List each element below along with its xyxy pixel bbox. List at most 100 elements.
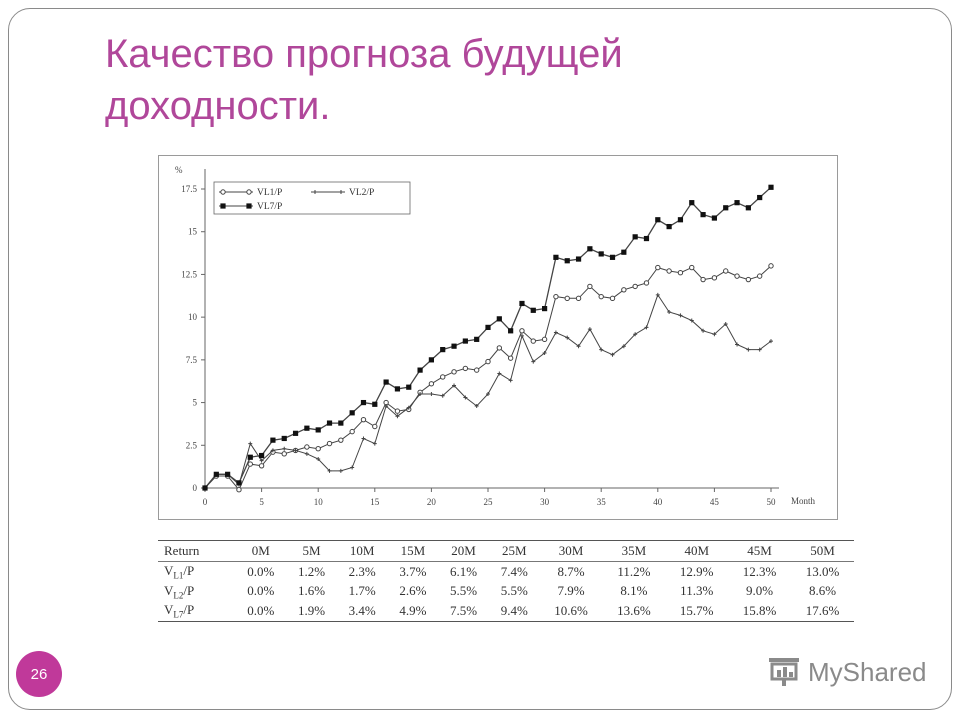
data-point — [315, 427, 321, 433]
data-point — [530, 307, 536, 313]
table-cell: 15.8% — [728, 601, 792, 622]
data-point — [756, 273, 763, 279]
row-label: VL1/P — [158, 562, 235, 582]
y-tick-label: 17.5 — [181, 184, 197, 194]
data-point — [394, 386, 401, 392]
data-point — [372, 441, 377, 446]
data-point — [666, 223, 672, 230]
table-cell: 11.3% — [680, 583, 714, 599]
slide-title: Качество прогноза будущей доходности. — [105, 32, 623, 128]
data-point — [768, 263, 774, 269]
table-header-cell: 50M — [791, 540, 854, 562]
table-cell: 6.1% — [450, 563, 478, 579]
data-point — [281, 451, 287, 457]
data-point — [338, 437, 344, 443]
data-point — [395, 414, 400, 419]
data-point — [428, 357, 434, 363]
table-cell: 8.7% — [557, 563, 585, 579]
data-point — [485, 324, 491, 330]
row-label-suffix: /P — [183, 602, 195, 618]
row-label-subscript: L1 — [173, 570, 184, 581]
x-tick-label: 50 — [767, 497, 777, 507]
table-header-cell: 10M — [336, 540, 388, 562]
data-point — [316, 456, 321, 461]
data-point — [542, 306, 548, 312]
data-point — [338, 420, 344, 426]
data-point — [587, 283, 593, 290]
data-point — [451, 369, 457, 375]
table-row: VL7/P 0.0% 1.9% 3.4% 4.9% 7.5% 9.4% 10.6% 13.6% 1… — [158, 601, 854, 622]
data-point — [723, 321, 728, 326]
data-point — [248, 441, 253, 446]
data-point — [746, 347, 751, 352]
x-tick-label: 25 — [484, 497, 494, 507]
data-point — [360, 399, 367, 406]
data-point — [610, 352, 615, 357]
data-point — [440, 393, 445, 398]
data-point — [575, 295, 582, 302]
table-body: VL1/P 0.0% 1.2% 2.3% 3.7% 6.1% 7.4% 8.7% 11.2% 12… — [158, 562, 854, 622]
series-line — [204, 186, 772, 489]
data-point — [259, 452, 265, 459]
data-point — [565, 335, 570, 340]
row-label: VL2/P — [158, 582, 235, 602]
data-point — [678, 313, 683, 318]
data-point — [655, 264, 661, 271]
data-point — [497, 371, 502, 376]
data-point — [711, 215, 717, 221]
legend-label: VL1/P — [257, 188, 282, 198]
data-point — [292, 430, 299, 436]
data-point — [270, 437, 276, 443]
row-label: VL7/P — [158, 601, 236, 622]
data-point — [474, 336, 480, 342]
y-axis-label: % — [175, 165, 183, 175]
x-tick-label: 35 — [597, 497, 607, 507]
series-line — [204, 265, 772, 491]
table-cell: 2.3% — [348, 563, 376, 579]
table-cell: 8.6% — [808, 583, 837, 599]
table-cell: 13.0% — [805, 563, 840, 579]
data-point — [553, 293, 559, 300]
table-cell: 11.2% — [617, 563, 651, 579]
table-cell: 0.0% — [247, 583, 275, 599]
table-header-cell: 45M — [728, 540, 792, 562]
data-point — [609, 254, 616, 260]
table-row: VL2/P 0.0% 1.6% 1.7% 2.6% 5.5% 5.5% 7.9% 8.1% 11.… — [158, 582, 854, 602]
data-point — [644, 325, 649, 330]
y-tick-label: 0 — [193, 483, 198, 493]
data-point — [338, 468, 343, 473]
y-tick-label: 2.5 — [186, 440, 198, 450]
x-tick-label: 0 — [203, 497, 208, 507]
data-point — [711, 275, 718, 281]
data-point — [326, 420, 333, 426]
table-header-cell: 0M — [235, 540, 287, 562]
returns-table: Return 0M 5M 10M 15M 20M 25M 30M 35M 40M… — [158, 540, 854, 622]
data-point — [326, 440, 333, 447]
data-point — [293, 448, 298, 453]
data-point — [689, 200, 695, 206]
data-point — [587, 246, 593, 252]
data-point — [202, 485, 208, 491]
data-point — [282, 446, 287, 451]
data-point — [677, 270, 684, 276]
data-point — [406, 405, 411, 410]
data-point — [723, 205, 729, 211]
data-point — [508, 378, 513, 383]
data-point — [519, 328, 525, 334]
table-header-row: Return 0M 5M 10M 15M 20M 25M 30M 35M 40M… — [158, 540, 854, 562]
table-header-cell: 35M — [602, 540, 666, 562]
series-line — [204, 293, 772, 489]
data-point — [530, 338, 536, 344]
data-point — [372, 401, 378, 407]
data-point — [666, 268, 672, 274]
table-cell: 13.6% — [602, 601, 666, 622]
table-cell: 7.4% — [500, 563, 528, 579]
data-point — [575, 256, 582, 262]
data-point — [259, 458, 264, 463]
data-point — [327, 468, 332, 473]
data-point — [428, 381, 435, 387]
table-header-cell: 15M — [387, 540, 439, 562]
y-tick-label: 12.5 — [181, 269, 197, 279]
data-point — [246, 203, 252, 209]
row-label-subscript: L7 — [173, 609, 184, 620]
